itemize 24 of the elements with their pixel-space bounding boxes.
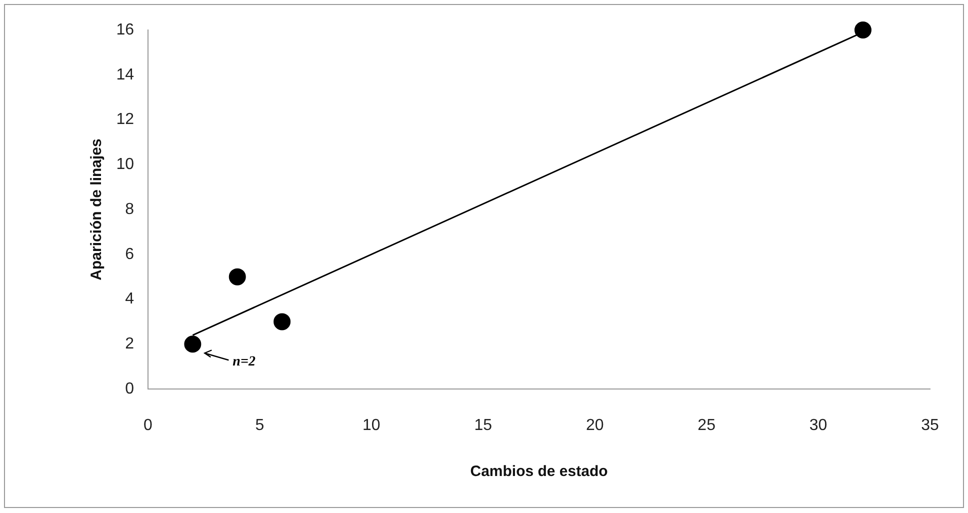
y-tick-label: 12 — [116, 111, 134, 128]
y-tick-label: 14 — [116, 66, 134, 84]
point — [184, 336, 202, 353]
point — [228, 268, 246, 286]
x-tick-label: 35 — [921, 417, 939, 434]
annotation: n=2 — [232, 354, 256, 370]
x-tick-label: 30 — [809, 417, 828, 434]
y-tick-label: 8 — [125, 200, 134, 218]
y-tick-label: 6 — [125, 246, 134, 263]
y-tick-label: 2 — [125, 336, 134, 353]
x-tick-label: 20 — [586, 417, 604, 434]
x-tick-label: 15 — [474, 417, 492, 434]
y-tick-label: 16 — [116, 21, 134, 38]
x-tick-label: 5 — [255, 417, 264, 434]
y-axis-title: Aparición de linajes — [88, 138, 106, 280]
x-tick-label: 10 — [362, 417, 380, 434]
x-tick-label: 25 — [698, 417, 716, 434]
y-tick-label: 0 — [125, 380, 134, 398]
point — [854, 22, 872, 38]
point — [274, 313, 291, 330]
x-axis-title: Cambios de estado — [470, 463, 608, 480]
y-tick-label: 4 — [125, 290, 134, 308]
y-tick-label: 10 — [116, 156, 134, 174]
x-tick-label: 0 — [144, 417, 153, 434]
